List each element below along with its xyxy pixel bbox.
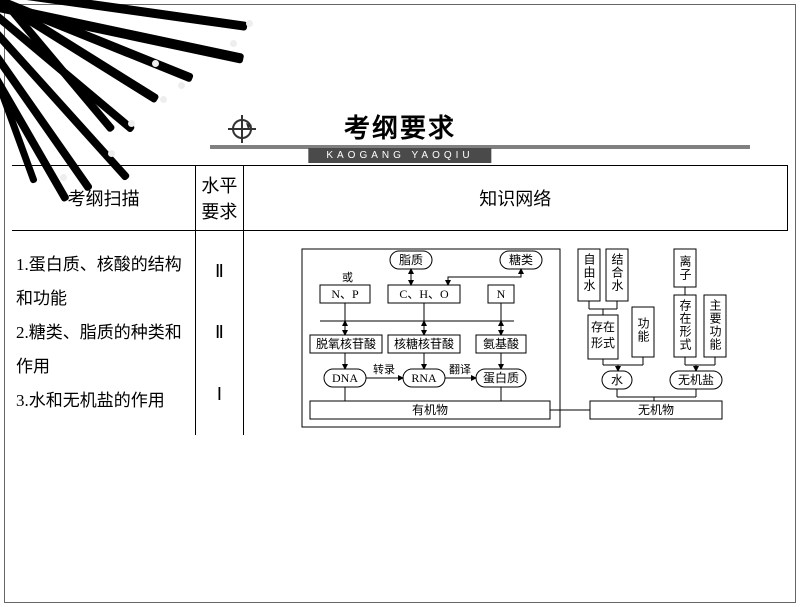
node-exist-form-1a: 存在 [590,320,614,334]
node-sugar: 糖类 [508,252,532,267]
label-or: 或 [342,271,353,284]
node-lipid: 脂质 [398,252,422,267]
node-np: N、P [331,287,359,301]
level-2: Ⅱ [200,302,238,363]
col-header-level: 水平要求 [196,166,243,231]
node-protein: 蛋白质 [482,370,518,385]
node-cho: C、H、O [399,287,449,301]
scan-item-1: 1.蛋白质、核酸的结构和功能 [16,248,191,316]
table-body-row: 1.蛋白质、核酸的结构和功能 2.糖类、脂质的种类和作用 3.水和无机盐的作用 … [12,231,788,436]
node-water: 水 [610,373,622,387]
knowledge-network-diagram: 脂质 糖类 或 N、P C、H、O N [248,237,784,429]
outline-table: 考纲扫描 水平要求 知识网络 1.蛋白质、核酸的结构和功能 2.糖类、脂质的种类… [12,165,788,435]
node-rna: RNA [411,371,437,385]
level-cell: Ⅱ Ⅱ Ⅰ [196,231,243,436]
network-cell: 脂质 糖类 或 N、P C、H、O N [243,231,788,436]
label-transcription: 转录 [373,362,395,376]
node-ion: 离子 [678,254,692,281]
title-pinyin: KAOGANG YAOQIU [308,148,491,163]
node-dna: DNA [332,371,358,385]
table-header-row: 考纲扫描 水平要求 知识网络 [12,166,788,231]
node-free-water: 自由水 [582,253,596,292]
node-function: 功能 [636,317,650,343]
header-title: 考纲要求 KAOGANG YAOQIU [308,108,491,163]
node-organic: 有机物 [411,403,447,417]
node-main-func: 主要功能 [708,299,722,351]
node-deoxy: 脱氧核苷酸 [315,336,375,351]
node-inorganic: 无机物 [637,403,673,417]
title-chinese: 考纲要求 [308,108,491,145]
crosshair-icon [228,115,256,143]
col-header-scan: 考纲扫描 [12,166,196,231]
node-salt: 无机盐 [677,373,713,387]
scan-item-3: 3.水和无机盐的作用 [16,384,191,418]
col-header-network: 知识网络 [243,166,788,231]
level-3: Ⅰ [200,364,238,425]
node-exist-form-2: 存在形式 [678,299,692,351]
label-translation: 翻译 [449,362,471,376]
node-exist-form-1b: 形式 [590,336,614,350]
node-amino: 氨基酸 [482,336,518,351]
node-ribo: 核糖核苷酸 [393,336,453,351]
scan-item-2: 2.糖类、脂质的种类和作用 [16,316,191,384]
scan-items-cell: 1.蛋白质、核酸的结构和功能 2.糖类、脂质的种类和作用 3.水和无机盐的作用 [12,231,196,436]
node-n: N [496,287,505,301]
level-1: Ⅱ [200,241,238,302]
node-bound-water: 结合水 [610,253,624,292]
